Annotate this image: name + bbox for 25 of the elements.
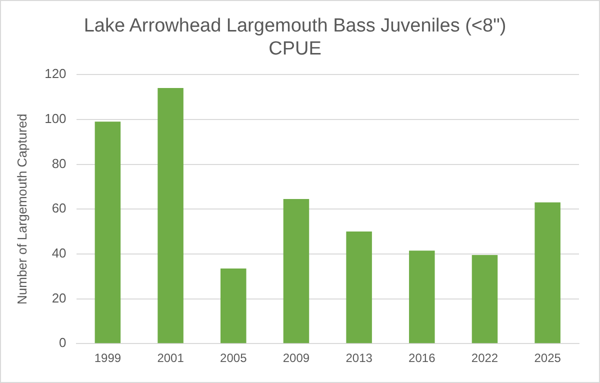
x-tick-label: 2025: [534, 351, 562, 366]
x-tick-label: 2013: [346, 351, 373, 366]
bar: [283, 199, 310, 344]
y-tick-label: 20: [52, 290, 66, 306]
bar: [94, 122, 121, 344]
bar: [472, 255, 498, 344]
bar: [534, 202, 560, 344]
bar: [346, 232, 372, 344]
x-tick-label: 2005: [220, 351, 248, 366]
x-tick-label: 1999: [94, 351, 122, 366]
bar: [409, 250, 435, 344]
x-tick-label: 2022: [471, 351, 498, 366]
y-tick-label: 60: [52, 200, 66, 216]
y-tick-label: 80: [52, 156, 66, 171]
bar: [220, 268, 246, 344]
x-tick-label: 2009: [282, 351, 310, 366]
chart-title: Lake Arrowhead Largemouth Bass Juveniles (<8") CPUE: [84, 16, 506, 60]
x-tick-label: 2001: [157, 351, 184, 366]
y-tick-label: 120: [44, 66, 66, 82]
bar: [158, 88, 184, 344]
y-tick-label: 40: [52, 246, 66, 261]
x-tick-label: 2016: [408, 351, 436, 366]
y-tick-label: 100: [44, 111, 66, 126]
y-tick-label: 0: [59, 335, 66, 350]
y-axis-title: Number of Largemouth Captured: [14, 114, 30, 304]
